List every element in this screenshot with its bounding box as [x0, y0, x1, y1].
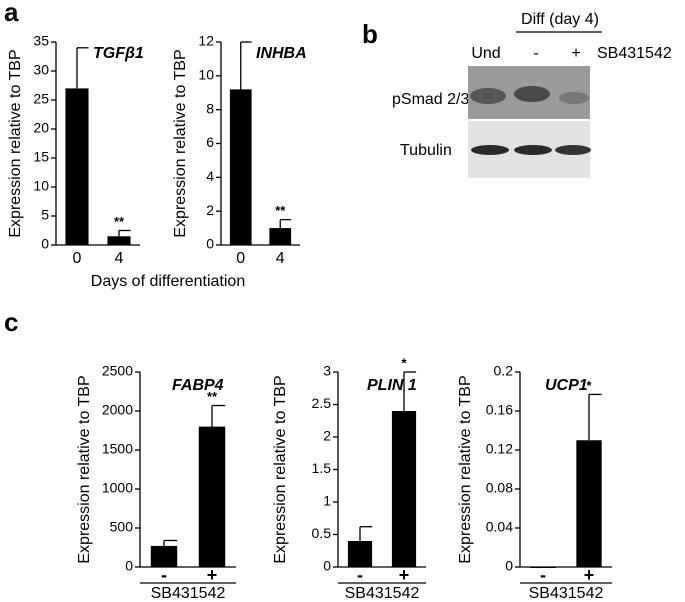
bar: [269, 228, 292, 245]
chart-title: TGFβ1: [93, 45, 144, 62]
y-tick-label: 0: [505, 558, 513, 574]
blot-band: [559, 92, 589, 104]
significance: **: [207, 389, 218, 404]
x-tick-label: 0: [73, 250, 82, 267]
panel-label: c: [4, 307, 18, 337]
y-tick-label: 6: [206, 134, 214, 150]
y-axis-label: Expression relative to TBP: [172, 49, 189, 237]
significance: *: [586, 378, 592, 393]
y-tick-label: 15: [33, 149, 49, 165]
bar: [530, 567, 556, 568]
y-tick-label: 500: [110, 519, 134, 535]
panel-label: b: [362, 19, 378, 49]
y-tick-label: 1000: [102, 480, 133, 496]
y-tick-label: 2000: [102, 402, 133, 418]
y-tick-label: 0: [41, 236, 49, 252]
x-tick-label: -: [540, 565, 546, 585]
bar: [107, 236, 131, 245]
y-tick-label: 2.5: [312, 395, 332, 411]
y-tick-label: 10: [33, 178, 49, 194]
blot-band: [555, 145, 591, 155]
y-tick-label: 4: [206, 168, 214, 184]
significance: *: [401, 355, 407, 370]
lane-label: +: [571, 45, 580, 62]
blot-row-label: pSmad 2/3: [392, 91, 469, 108]
chart-title: FABP4: [172, 377, 224, 394]
x-axis-label: SB431542: [151, 585, 226, 602]
bar: [391, 411, 417, 567]
x-tick-label: +: [584, 565, 595, 585]
y-tick-label: 2: [206, 202, 214, 218]
significance: **: [114, 214, 125, 229]
y-axis-label: Expression relative to TBP: [7, 49, 24, 237]
chart-title: PLIN 1: [367, 377, 417, 394]
x-axis-label: SB431542: [345, 585, 420, 602]
y-tick-label: 8: [206, 100, 214, 116]
x-tick-label: +: [399, 565, 410, 585]
x-tick-label: 4: [276, 250, 285, 267]
y-axis-label: Expression relative to TBP: [457, 375, 474, 563]
y-tick-label: 0.2: [494, 363, 514, 379]
chart-title: INHBA: [256, 45, 307, 62]
blot-row-label: Tubulin: [400, 142, 452, 159]
x-tick-label: +: [207, 565, 218, 585]
lane-label: -: [533, 45, 538, 62]
chart-title: UCP1: [545, 377, 588, 394]
bar: [229, 89, 252, 245]
blot-band: [470, 88, 506, 104]
y-tick-label: 30: [33, 62, 49, 78]
y-tick-label: 0: [125, 558, 133, 574]
y-tick-label: 5: [41, 207, 49, 223]
x-tick-label: -: [357, 565, 363, 585]
y-axis-label: Expression relative to TBP: [272, 375, 289, 563]
y-tick-label: 25: [33, 91, 49, 107]
bar: [576, 440, 602, 567]
blot-group-label: Diff (day 4): [521, 11, 599, 28]
significance: **: [275, 203, 286, 218]
lane-label: Und: [471, 45, 500, 62]
y-axis-label: Expression relative to TBP: [76, 375, 93, 563]
blot-band: [471, 145, 509, 155]
panel-label: a: [4, 0, 19, 27]
y-tick-label: 20: [33, 120, 49, 136]
y-tick-label: 2: [323, 428, 331, 444]
y-tick-label: 0.16: [486, 402, 513, 418]
y-tick-label: 35: [33, 33, 49, 49]
y-tick-label: 0.12: [486, 441, 513, 457]
bar: [150, 545, 178, 567]
x-tick-label: 0: [236, 250, 245, 267]
y-tick-label: 0.04: [486, 519, 513, 535]
y-tick-label: 2500: [102, 363, 133, 379]
bar: [65, 88, 89, 246]
bar: [347, 541, 373, 567]
y-tick-label: 1500: [102, 441, 133, 457]
x-axis-label: Days of differentiation: [91, 273, 245, 290]
bar: [198, 426, 226, 567]
y-tick-label: 10: [198, 67, 214, 83]
y-tick-label: 0: [206, 236, 214, 252]
y-tick-label: 0.08: [486, 480, 513, 496]
x-tick-label: -: [161, 565, 167, 585]
x-tick-label: 4: [115, 250, 124, 267]
y-tick-label: 3: [323, 363, 331, 379]
blot-band: [514, 145, 552, 155]
y-tick-label: 1.5: [312, 460, 332, 476]
y-tick-label: 12: [198, 33, 214, 49]
y-tick-label: 0.5: [312, 525, 332, 541]
x-axis-label: SB431542: [529, 585, 604, 602]
y-tick-label: 0: [323, 558, 331, 574]
y-tick-label: 1: [323, 493, 331, 509]
blot-band: [514, 86, 550, 102]
treatment-label: SB431542: [597, 45, 672, 62]
